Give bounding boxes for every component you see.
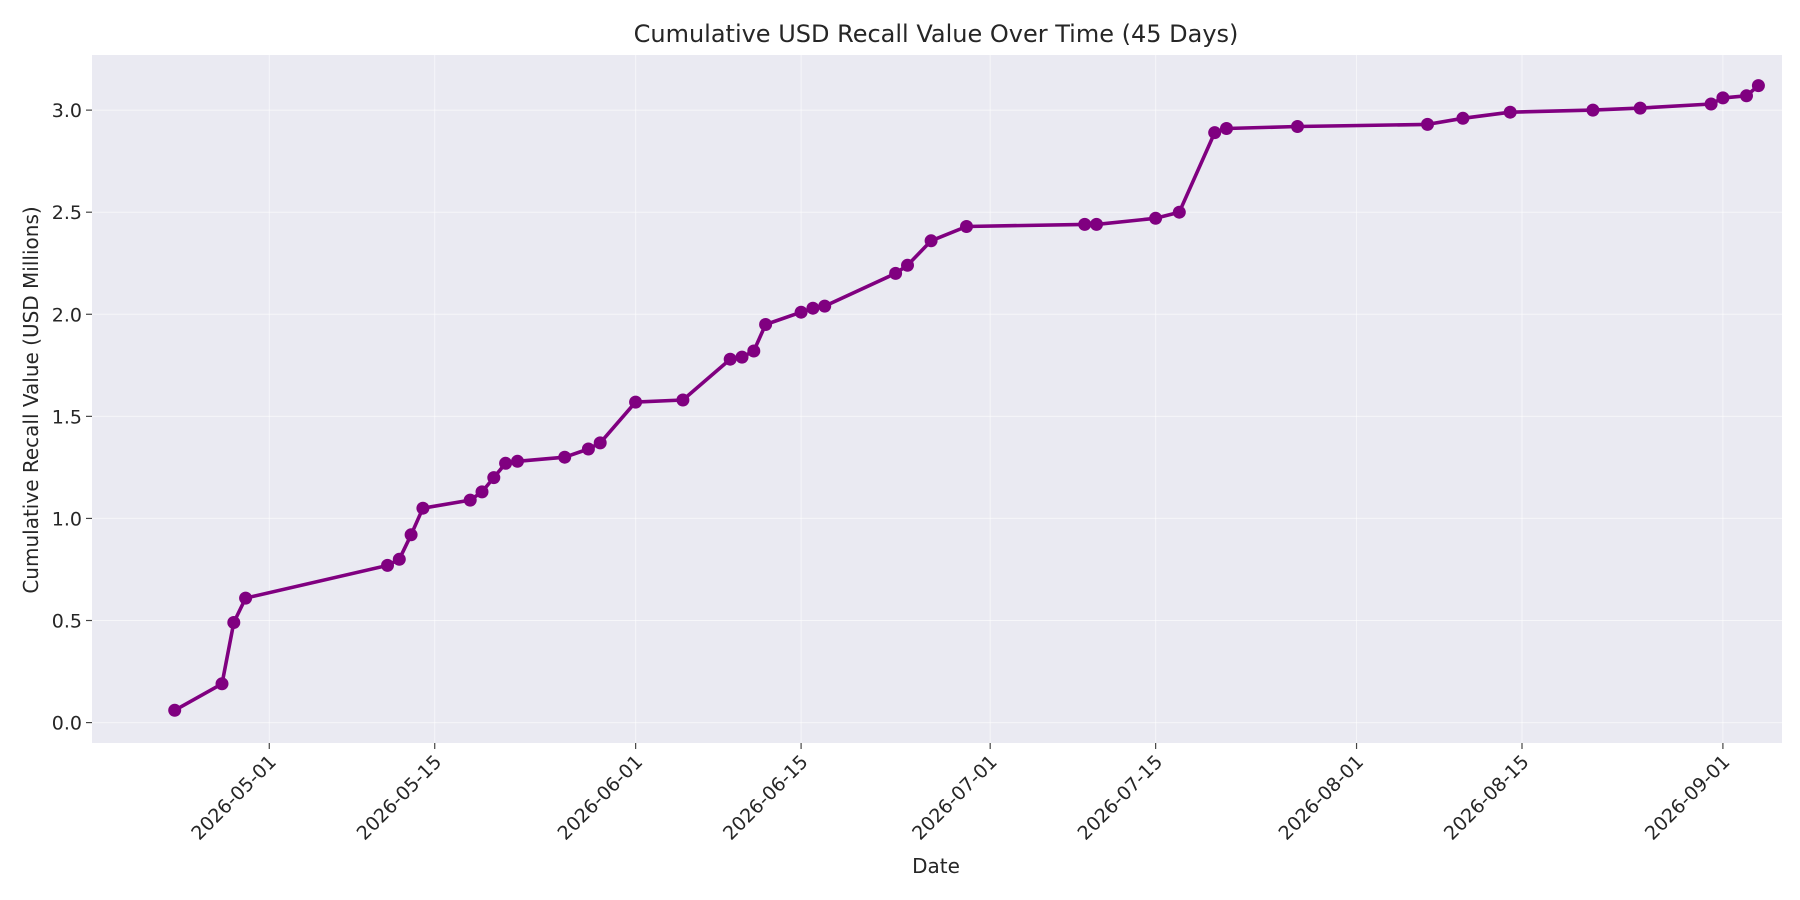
data-point [759, 318, 773, 331]
x-tick-label: 2026-08-01 [1274, 751, 1368, 845]
y-tick-label: 0.0 [52, 713, 82, 735]
data-point [404, 528, 418, 542]
data-point [593, 436, 607, 450]
x-tick-label: 2026-05-01 [187, 751, 281, 845]
data-point [735, 350, 749, 364]
data-point [1149, 211, 1163, 225]
data-point [558, 450, 572, 464]
data-point [1078, 217, 1092, 231]
data-point [499, 456, 513, 470]
data-point [794, 305, 808, 319]
y-tick-label: 1.0 [52, 508, 82, 530]
data-point [416, 501, 430, 515]
data-point [239, 591, 253, 605]
data-point [168, 703, 182, 717]
data-point [581, 442, 595, 456]
data-point [1291, 120, 1304, 133]
data-point [747, 344, 761, 358]
y-axis: 0.0 0.5 1.0 1.5 2.0 2.5 3.0 [52, 100, 92, 735]
y-tick-label: 3.0 [52, 100, 82, 122]
x-tick-label: 2026-07-15 [1074, 751, 1168, 845]
y-tick-label: 2.0 [52, 304, 82, 326]
y-tick-label: 0.5 [52, 611, 82, 633]
data-point [392, 552, 406, 566]
data-point [1633, 101, 1647, 115]
data-point [889, 266, 903, 280]
data-point [215, 677, 229, 691]
data-point [1208, 126, 1222, 140]
data-point [1172, 205, 1186, 219]
x-axis: 2026-05-01 2026-05-15 2026-06-01 2026-06-15… [187, 743, 1734, 845]
x-tick-label: 2026-08-15 [1440, 751, 1534, 845]
data-point [1220, 122, 1233, 135]
data-point [1586, 103, 1600, 117]
y-tick-label: 1.5 [52, 406, 82, 428]
plot-area [92, 55, 1782, 743]
data-point [1740, 89, 1753, 103]
data-point [487, 471, 501, 485]
data-point [960, 220, 973, 233]
data-point [463, 493, 477, 507]
y-axis-label: Cumulative Recall Value (USD Millions) [19, 206, 43, 593]
data-point [1751, 79, 1765, 93]
data-point [227, 616, 241, 629]
data-point [1503, 105, 1517, 119]
y-tick-label: 2.5 [52, 202, 82, 224]
data-point [901, 258, 914, 272]
x-tick-label: 2026-05-15 [353, 751, 447, 845]
data-point [924, 234, 938, 248]
grid [92, 55, 1782, 743]
data-point [1090, 217, 1103, 231]
series-layer [168, 79, 1765, 717]
data-point [676, 393, 690, 407]
data-point [475, 485, 489, 499]
data-point [818, 299, 832, 313]
data-point [806, 301, 820, 315]
data-point [381, 558, 394, 572]
data-point [1421, 117, 1434, 131]
x-tick-label: 2026-06-15 [719, 751, 813, 845]
x-axis-label: Date [912, 854, 960, 878]
x-tick-label: 2026-06-01 [554, 751, 648, 845]
data-point [1716, 91, 1730, 105]
data-point [1704, 97, 1718, 111]
data-point [1456, 111, 1470, 125]
data-point [629, 395, 643, 409]
data-point [511, 454, 524, 468]
data-point [723, 352, 737, 366]
x-tick-label: 2026-09-01 [1641, 751, 1735, 845]
chart-title: Cumulative USD Recall Value Over Time (4… [634, 20, 1239, 48]
x-tick-label: 2026-07-01 [908, 751, 1002, 845]
